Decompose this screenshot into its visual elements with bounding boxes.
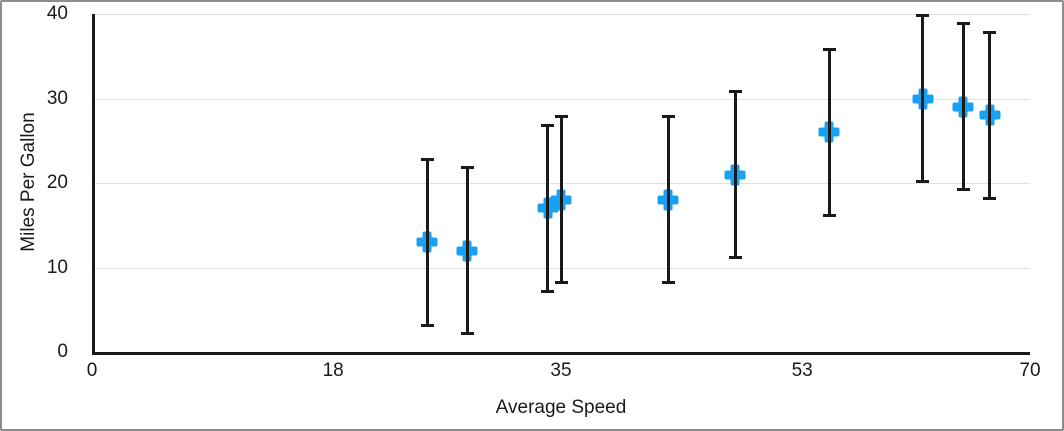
error-bar	[661, 115, 675, 285]
error-bar	[956, 22, 970, 192]
error-bar	[728, 90, 742, 260]
y-tick-label: 0	[57, 341, 68, 362]
y-tick-label: 10	[46, 256, 68, 278]
gridline	[92, 14, 1030, 15]
error-bar	[420, 157, 434, 327]
x-tick-label: 35	[550, 360, 572, 381]
x-tick-label: 0	[86, 360, 98, 381]
y-axis-line	[92, 14, 95, 352]
plot-area	[92, 14, 1030, 355]
y-tick-label: 30	[46, 87, 68, 109]
y-tick-label: 40	[46, 3, 68, 24]
error-bar	[460, 166, 474, 336]
x-tick-label: 53	[791, 360, 813, 381]
x-axis-line	[92, 352, 1030, 355]
error-bar	[983, 30, 997, 200]
error-bar	[916, 14, 930, 183]
x-tick-label: 18	[322, 360, 344, 381]
error-bar	[554, 115, 568, 285]
error-bar	[822, 47, 836, 217]
x-axis-title: Average Speed	[495, 397, 627, 418]
gridline	[92, 98, 1030, 100]
y-tick-label: 20	[46, 172, 68, 193]
x-tick-label: 70	[1019, 360, 1041, 381]
error-bar	[541, 123, 555, 293]
